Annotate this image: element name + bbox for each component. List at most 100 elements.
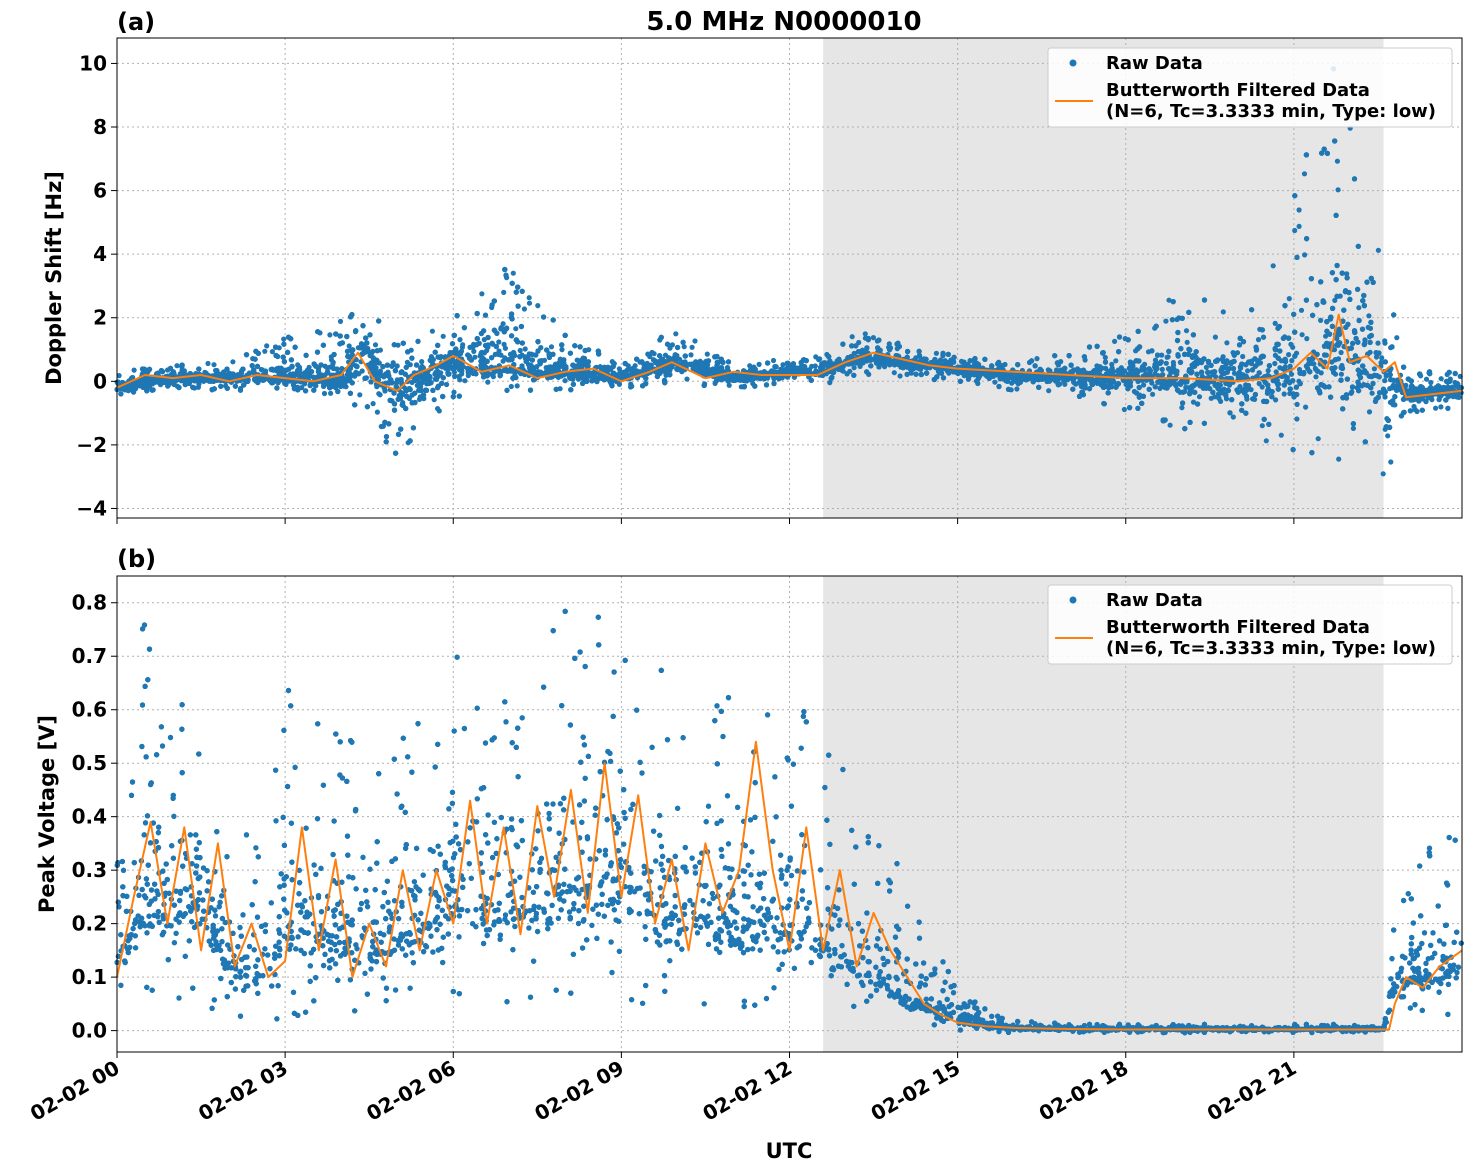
panel-a-raw-point <box>416 396 423 402</box>
panel-a-raw-point <box>813 354 819 360</box>
panel-a-raw-point <box>1289 358 1295 364</box>
panel-a-raw-point <box>1366 409 1373 415</box>
panel-a-raw-point <box>490 374 496 380</box>
panel-a-raw-point <box>684 376 690 382</box>
panel-a-raw-point <box>1375 247 1381 253</box>
panel-a-raw-point <box>851 365 857 371</box>
panel-a-raw-point <box>1313 374 1319 380</box>
panel-a-raw-point <box>116 373 122 379</box>
panel-a-raw-point <box>328 390 334 396</box>
panel-a-raw-point <box>1334 158 1340 164</box>
panel-a-raw-point <box>1382 340 1388 346</box>
panel-a-raw-point <box>1388 459 1394 465</box>
panel-a-raw-point <box>1240 353 1246 360</box>
panel-a-raw-point <box>862 331 868 337</box>
panel-a-raw-point <box>211 362 217 368</box>
panel-a-raw-point <box>1366 313 1372 319</box>
panel-a-raw-point <box>510 270 516 276</box>
panel-a-raw-point <box>548 344 555 350</box>
panel-a-raw-point <box>1203 364 1209 370</box>
panel-a-raw-point <box>1369 390 1375 396</box>
panel-a-raw-point <box>444 381 450 388</box>
panel-a-raw-point <box>1165 354 1171 360</box>
panel-a-raw-point <box>1184 339 1190 345</box>
panel-a-raw-point <box>508 383 514 390</box>
panel-a-raw-point <box>357 392 363 398</box>
panel-a-raw-point <box>1196 394 1203 400</box>
panel-a-raw-point <box>1273 369 1279 375</box>
panel-a-raw-point <box>1438 376 1444 382</box>
panel-a-raw-point <box>817 356 823 362</box>
panel-a-raw-point <box>1299 332 1305 338</box>
panel-a-raw-point <box>1315 436 1321 442</box>
panel-a-raw-point <box>992 379 998 385</box>
panel-a-raw-point <box>1303 404 1309 410</box>
panel-a-raw-point <box>1103 365 1109 371</box>
panel-a-raw-point <box>1121 406 1127 413</box>
panel-a-raw-point <box>1046 388 1052 394</box>
panel-a-raw-point <box>1379 355 1385 361</box>
panel-a-raw-point <box>471 348 477 354</box>
panel-a-raw-point <box>1438 404 1444 410</box>
panel-a-raw-point <box>460 342 466 348</box>
panel-a-raw-point <box>1298 307 1305 313</box>
panel-a-raw-point <box>562 378 568 384</box>
panel-a-raw-point <box>1383 373 1389 379</box>
panel-a-raw-point <box>502 345 508 351</box>
panel-a-raw-point <box>269 349 275 355</box>
panel-a-raw-point <box>1292 227 1298 234</box>
panel-a-raw-point <box>756 361 762 367</box>
panel-a-raw-point <box>1259 423 1265 429</box>
panel-a-raw-point <box>1278 432 1284 438</box>
panel-a-raw-point <box>1245 368 1251 374</box>
panel-a-raw-point <box>1281 391 1287 397</box>
panel-a-raw-point <box>1150 391 1156 397</box>
panel-a-raw-point <box>327 332 333 338</box>
panel-a-raw-point <box>1167 422 1173 428</box>
panel-a-raw-point <box>1014 386 1020 392</box>
panel-a-raw-point <box>1294 401 1300 407</box>
panel-a-raw-point <box>321 390 328 397</box>
panel-a-raw-point <box>1382 378 1388 384</box>
panel-a-raw-point <box>704 351 710 357</box>
panel-a-raw-point <box>1332 297 1338 303</box>
panel-a-raw-point <box>894 346 900 352</box>
panel-a-raw-point <box>230 359 236 365</box>
panel-a-raw-point <box>747 363 753 369</box>
panel-a-raw-point <box>1380 471 1386 477</box>
panel-a-raw-point <box>1294 416 1300 422</box>
panel-a-raw-point <box>891 370 897 376</box>
panel-a-raw-point <box>1428 379 1434 386</box>
panel-a-raw-point <box>131 367 137 373</box>
panel-a-raw-point <box>1263 438 1269 444</box>
panel-a-raw-point <box>526 300 533 306</box>
panel-a-raw-point <box>1375 340 1381 346</box>
panel-a-raw-point <box>1212 394 1218 400</box>
panel-a-raw-point <box>645 351 651 357</box>
panel-a-raw-point <box>1350 425 1356 431</box>
panel-a-raw-point <box>1112 338 1118 344</box>
panel-a-raw-point <box>1159 366 1165 372</box>
panel-a-raw-point <box>1304 336 1310 342</box>
panel-a-raw-point <box>500 358 506 364</box>
panel-a-raw-point <box>1356 305 1362 311</box>
panel-a-raw-point <box>1286 296 1292 302</box>
panel-a-raw-point <box>1183 328 1190 334</box>
panel-a-raw-point <box>1109 361 1115 367</box>
panel-a-raw-point <box>692 338 698 344</box>
panel-a-raw-point <box>1288 341 1294 347</box>
panel-a-raw-point <box>1223 396 1230 402</box>
panel-a-raw-point <box>457 337 463 343</box>
panel-a-raw-point <box>1110 378 1116 384</box>
panel-a-raw-point <box>346 343 352 349</box>
panel-a-raw-point <box>1256 381 1262 387</box>
panel-a-raw-point <box>1335 187 1341 193</box>
panel-a-raw-point <box>870 335 877 341</box>
panel-a-raw-point <box>1230 414 1236 420</box>
panel-a-raw-point <box>770 357 777 364</box>
panel-a-raw-point <box>1272 360 1278 367</box>
panel-a-raw-point <box>496 339 502 345</box>
panel-a-raw-point <box>1255 337 1262 343</box>
